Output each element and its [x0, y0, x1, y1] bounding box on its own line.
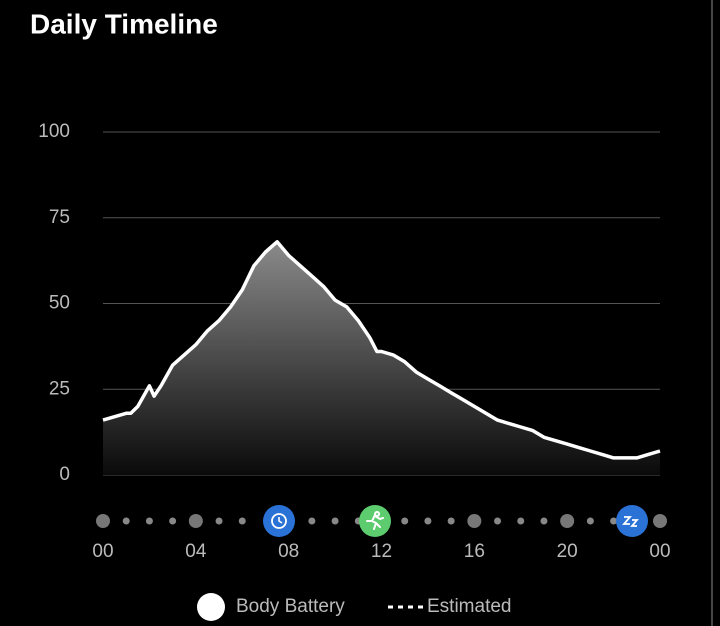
clock-glyph	[271, 513, 287, 529]
x-tick-label: 04	[185, 541, 207, 562]
timeline-dot	[467, 514, 482, 528]
run-glyph	[366, 511, 384, 530]
timeline-dot	[560, 514, 575, 528]
x-tick-label: 08	[278, 541, 299, 562]
scrollbar	[711, 0, 713, 626]
timeline-dot	[96, 514, 110, 528]
chart-title: Daily Timeline	[30, 8, 218, 39]
timeline-dot	[331, 517, 339, 525]
legend-label: Body Battery	[236, 596, 345, 617]
x-tick-label: 12	[371, 541, 392, 562]
timeline-dot	[215, 517, 223, 525]
y-tick-label: 50	[49, 293, 70, 314]
timeline-dot	[540, 517, 548, 525]
area	[103, 241, 660, 475]
timeline-dot	[401, 517, 409, 525]
legend-label: Estimated	[427, 596, 511, 617]
legend-swatch	[197, 593, 225, 621]
timeline-dot	[308, 517, 316, 525]
timeline-dot	[122, 517, 130, 525]
timeline-dot	[188, 514, 203, 528]
activity-icon[interactable]	[359, 505, 391, 537]
timeline-dot	[494, 517, 502, 525]
timeline-dot	[238, 517, 246, 525]
timeline-dot	[424, 517, 432, 525]
x-tick-label: 00	[649, 541, 670, 562]
timeline-dot	[145, 517, 153, 525]
timeline-dot	[610, 517, 618, 525]
timeline-dot	[586, 517, 594, 525]
x-tick-label: 00	[92, 541, 113, 562]
x-tick-label: 16	[464, 541, 485, 562]
y-tick-label: 100	[38, 121, 70, 142]
y-tick-label: 0	[59, 464, 70, 485]
x-tick-label: 20	[557, 541, 578, 562]
timeline-dot	[517, 517, 525, 525]
clock-hands	[278, 517, 283, 524]
sleep-glyph	[622, 516, 639, 527]
timeline-dot	[653, 514, 667, 528]
timeline-dot	[169, 517, 177, 525]
line	[102, 240, 661, 460]
y-tick-label: 75	[49, 207, 70, 228]
timeline-dot	[447, 517, 455, 525]
sleep-icon[interactable]	[616, 505, 648, 537]
y-tick-label: 25	[49, 378, 70, 399]
